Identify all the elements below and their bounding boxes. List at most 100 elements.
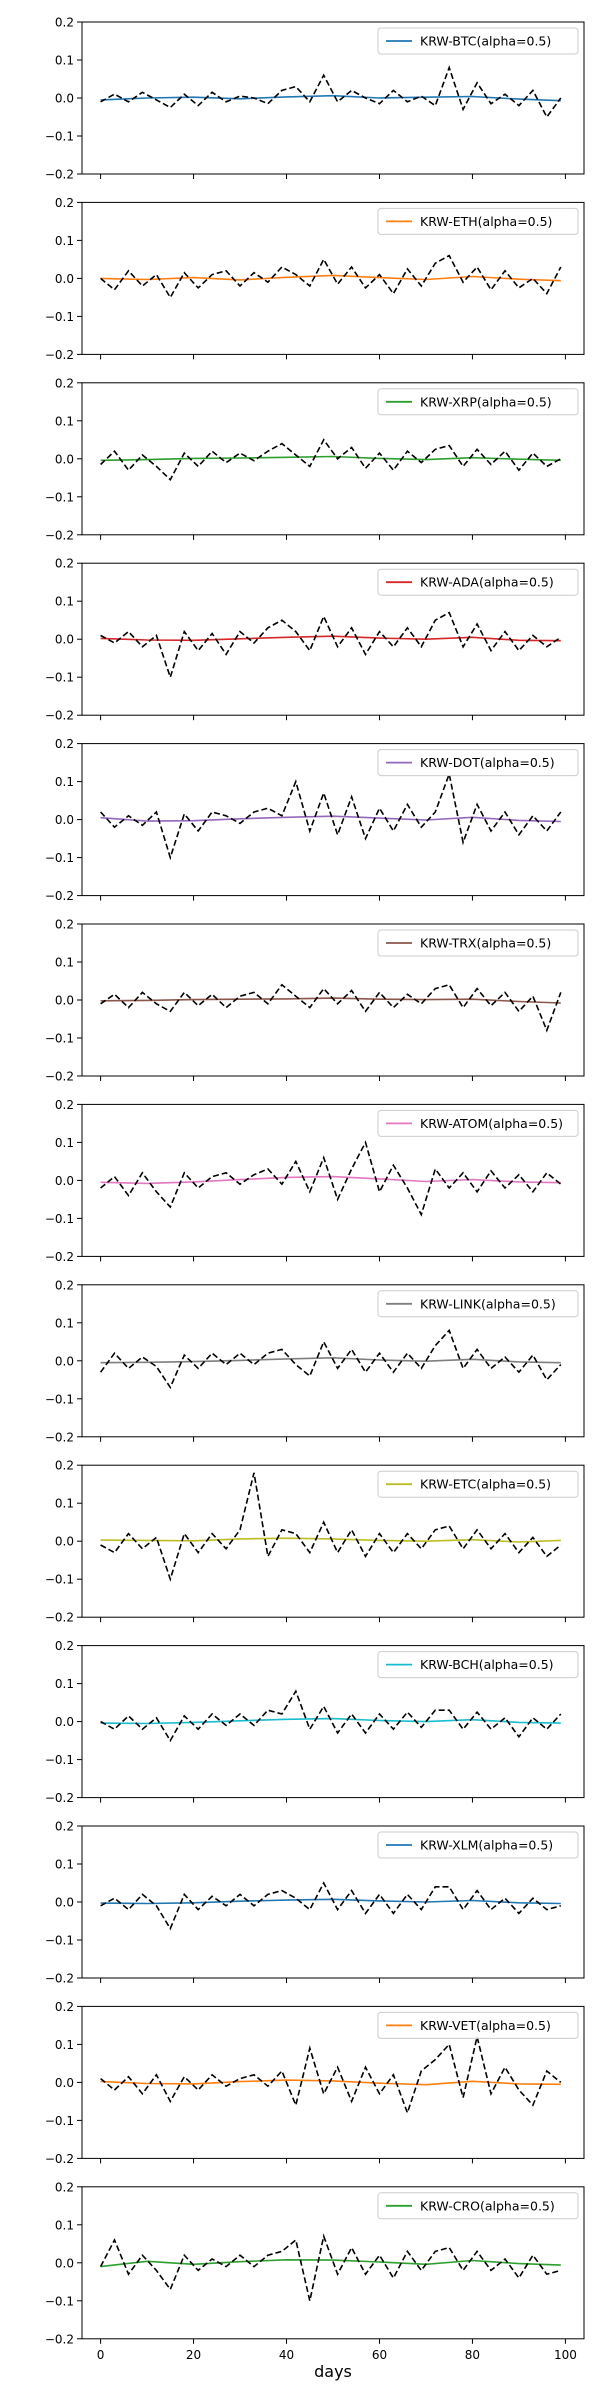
- y-tick-label: −0.2: [45, 1972, 74, 1986]
- smoothed-series-line: [100, 1175, 561, 1185]
- x-tick-label: 40: [279, 2348, 294, 2362]
- y-tick-label: 0.2: [55, 737, 74, 751]
- legend: KRW-ADA(alpha=0.5): [377, 568, 579, 596]
- legend: KRW-CRO(alpha=0.5): [377, 2192, 579, 2220]
- y-tick-label: −0.2: [45, 709, 74, 723]
- y-tick-label: 0.2: [55, 2180, 74, 2194]
- axes-frame: [81, 1825, 585, 1979]
- y-tick-label: −0.1: [45, 1032, 74, 1046]
- axes-frame: [81, 2005, 585, 2159]
- smoothed-series-line: [100, 997, 561, 1004]
- axes-frame: [81, 201, 585, 355]
- subplot-4: −0.2 −0.1 0.0 0.1 0.2 KRW-ADA(alpha=0.5): [45, 557, 585, 723]
- legend: KRW-ATOM(alpha=0.5): [377, 1109, 579, 1137]
- y-tick-label: 0.1: [55, 1316, 74, 1330]
- y-tick-label: 0.1: [55, 1677, 74, 1691]
- legend-box: [377, 1831, 579, 1859]
- subplot-6: −0.2 −0.1 0.0 0.1 0.2 KRW-TRX(alpha=0.5): [45, 918, 585, 1084]
- y-tick-label: −0.1: [45, 1934, 74, 1948]
- legend: KRW-ETC(alpha=0.5): [377, 1470, 579, 1498]
- y-tick-label: 0.2: [55, 376, 74, 390]
- y-tick-label: −0.1: [45, 490, 74, 504]
- subplot-2: −0.2 −0.1 0.0 0.1 0.2 KRW-ETH(alpha=0.5): [45, 196, 585, 362]
- y-tick-label: −0.1: [45, 671, 74, 685]
- y-tick-label: −0.1: [45, 1753, 74, 1767]
- y-tick-label: 0.1: [55, 2218, 74, 2232]
- dashed-series-line: [100, 1472, 562, 1582]
- legend: KRW-XLM(alpha=0.5): [377, 1831, 579, 1859]
- axes-frame: [81, 21, 585, 175]
- legend-box: [377, 749, 579, 777]
- axes-frame: [81, 1645, 585, 1799]
- y-tick-label: 0.1: [55, 956, 74, 970]
- subplot-13: −0.2 −0.1 0.0 0.1 0.2 0 20 40 60 80 100 KRW-CRO(alp…: [45, 2180, 585, 2381]
- y-tick-label: −0.1: [45, 1212, 74, 1226]
- smoothed-series-line: [100, 1537, 561, 1543]
- y-tick-label: 0.0: [55, 92, 74, 106]
- y-tick-label: −0.2: [45, 2152, 74, 2166]
- legend-box: [377, 1651, 579, 1679]
- legend-box: [377, 207, 579, 235]
- axes-frame: [81, 923, 585, 1077]
- subplot-11: −0.2 −0.1 0.0 0.1 0.2 KRW-XLM(alpha=0.5): [45, 1820, 585, 1986]
- dashed-series-line: [100, 1140, 562, 1217]
- subplot-1: −0.2 −0.1 0.0 0.1 0.2 KRW-BTC(alpha=0.5): [45, 16, 585, 182]
- y-tick-label: −0.2: [45, 1430, 74, 1444]
- dashed-series-line: [100, 438, 562, 482]
- smoothed-series-line: [100, 1356, 561, 1364]
- y-tick-label: 0.0: [55, 633, 74, 647]
- legend-label: KRW-LINK(alpha=0.5): [420, 1296, 556, 1311]
- y-tick-label: 0.2: [55, 16, 74, 30]
- y-tick-label: 0.1: [55, 414, 74, 428]
- x-tick-label: 80: [465, 2348, 480, 2362]
- y-tick-label: 0.0: [55, 813, 74, 827]
- y-tick-label: 0.2: [55, 2000, 74, 2014]
- x-tick-label: 20: [186, 2348, 201, 2362]
- y-tick-label: 0.2: [55, 918, 74, 932]
- legend-box: [377, 1109, 579, 1137]
- smoothed-series-line: [100, 1717, 561, 1725]
- axes-frame: [81, 1464, 585, 1618]
- y-tick-label: 0.2: [55, 557, 74, 571]
- y-tick-label: −0.1: [45, 310, 74, 324]
- legend: KRW-VET(alpha=0.5): [377, 2011, 579, 2039]
- y-tick-label: 0.2: [55, 1098, 74, 1112]
- smoothed-series-line: [100, 455, 561, 462]
- smoothed-series-line: [100, 274, 561, 282]
- subplot-12: −0.2 −0.1 0.0 0.1 0.2 KRW-VET(alpha=0.5): [45, 2000, 585, 2166]
- legend: KRW-BTC(alpha=0.5): [377, 27, 579, 55]
- smoothed-series-line: [100, 815, 561, 823]
- y-tick-label: −0.1: [45, 851, 74, 865]
- dashed-series-line: [100, 611, 562, 680]
- dashed-series-line: [100, 983, 562, 1033]
- y-tick-label: −0.1: [45, 1392, 74, 1406]
- y-tick-label: −0.2: [45, 1250, 74, 1264]
- x-axis-label: days: [314, 2362, 352, 2381]
- legend: KRW-ETH(alpha=0.5): [377, 207, 579, 235]
- y-tick-label: 0.2: [55, 1639, 74, 1653]
- smoothed-series-line: [100, 2258, 561, 2268]
- legend-label: KRW-BCH(alpha=0.5): [420, 1657, 554, 1672]
- y-tick-label: 0.0: [55, 1535, 74, 1549]
- legend: KRW-DOT(alpha=0.5): [377, 749, 579, 777]
- y-tick-label: 0.1: [55, 595, 74, 609]
- axes-frame: [81, 1103, 585, 1257]
- axes-frame: [81, 1284, 585, 1438]
- y-tick-label: 0.0: [55, 2076, 74, 2090]
- legend-box: [377, 27, 579, 55]
- axes-frame: [81, 382, 585, 536]
- y-tick-label: −0.2: [45, 1070, 74, 1084]
- y-tick-label: 0.0: [55, 1174, 74, 1188]
- dashed-series-line: [100, 1689, 562, 1743]
- y-tick-label: 0.0: [55, 272, 74, 286]
- y-tick-label: 0.1: [55, 2038, 74, 2052]
- legend-label: KRW-ETC(alpha=0.5): [420, 1477, 551, 1492]
- dashed-series-line: [100, 1881, 562, 1931]
- y-tick-label: −0.2: [45, 528, 74, 542]
- legend-label: KRW-DOT(alpha=0.5): [420, 755, 555, 770]
- legend-label: KRW-XRP(alpha=0.5): [420, 394, 552, 409]
- axes-frame: [81, 562, 585, 716]
- y-tick-label: 0.1: [55, 1497, 74, 1511]
- y-tick-label: −0.2: [45, 889, 74, 903]
